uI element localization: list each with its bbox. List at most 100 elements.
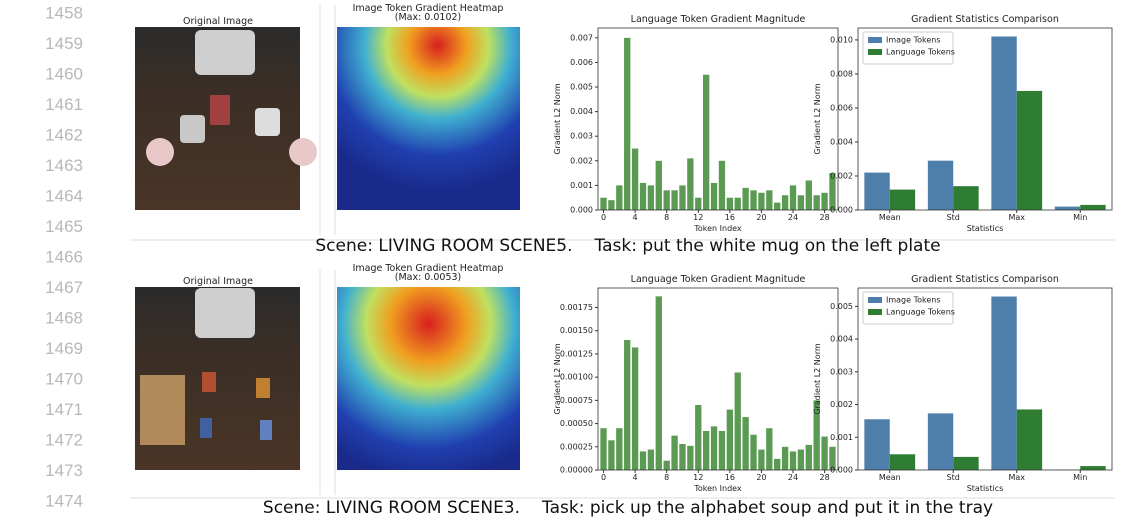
image-title: Original Image (183, 16, 253, 27)
x-tick-label: 4 (633, 213, 638, 222)
y-axis-label: Gradient L2 Norm (813, 343, 822, 414)
legend-swatch (868, 309, 882, 315)
bar (1017, 409, 1042, 470)
bar (991, 297, 1016, 470)
bar (798, 195, 804, 210)
bar (600, 198, 606, 210)
bar (719, 161, 725, 210)
x-tick-label: 16 (725, 473, 735, 482)
line-number: 1459 (45, 34, 83, 53)
line-number: 1470 (45, 369, 83, 388)
caption-task: Task: put the white mug on the left plat… (594, 236, 941, 256)
legend-label: Language Tokens (886, 308, 955, 317)
bar (750, 190, 756, 210)
x-tick-label: Std (947, 213, 960, 222)
bar (719, 431, 725, 470)
bar (671, 436, 677, 470)
bar (687, 446, 693, 470)
bar (656, 296, 662, 470)
bar (711, 183, 717, 210)
y-tick-label: 0.00125 (560, 349, 593, 358)
heatmap-image (337, 287, 520, 470)
y-tick-label: 0.002 (570, 156, 593, 165)
y-tick-label: 0.00050 (560, 419, 593, 428)
legend-swatch (868, 49, 882, 55)
line-number: 1458 (45, 3, 83, 22)
x-tick-label: 0 (601, 213, 606, 222)
line-number: 1468 (45, 308, 83, 327)
line-number: 1462 (45, 125, 83, 144)
y-tick-label: 0.001 (570, 181, 593, 190)
bar (821, 437, 827, 470)
x-tick-label: 8 (664, 473, 669, 482)
legend-swatch (868, 37, 882, 43)
heatmap-title: (Max: 0.0053) (395, 272, 462, 283)
y-tick-label: 0.005 (830, 302, 853, 311)
x-axis-label: Statistics (967, 484, 1004, 493)
bar (790, 185, 796, 210)
bar (864, 419, 889, 470)
x-tick-label: 20 (756, 213, 766, 222)
bar (727, 198, 733, 210)
bar (727, 410, 733, 470)
bar (953, 186, 978, 210)
y-tick-label: 0.00025 (560, 442, 593, 451)
y-axis-label: Gradient L2 Norm (553, 343, 562, 414)
bar (774, 459, 780, 470)
bar (703, 75, 709, 210)
y-tick-label: 0.002 (830, 171, 853, 180)
y-tick-label: 0.00100 (560, 373, 593, 382)
legend-swatch (868, 297, 882, 303)
bar (750, 435, 756, 470)
line-number: 1463 (45, 156, 83, 175)
bar (671, 190, 677, 210)
bar (766, 190, 772, 210)
y-tick-label: 0.010 (830, 35, 853, 44)
legend-label: Image Tokens (886, 296, 941, 305)
bar (742, 417, 748, 470)
x-tick-label: Mean (879, 473, 901, 482)
bar (695, 198, 701, 210)
caption: Scene: LIVING ROOM SCENE3.Task: pick up … (263, 498, 993, 518)
bar (624, 340, 630, 470)
y-tick-label: 0.003 (570, 132, 593, 141)
y-tick-label: 0.00000 (560, 466, 593, 475)
bar (742, 188, 748, 210)
x-axis-label: Token Index (693, 224, 742, 233)
legend-label: Language Tokens (886, 48, 955, 57)
bar (890, 190, 915, 210)
bar (766, 428, 772, 470)
bar (782, 447, 788, 470)
bar (632, 347, 638, 470)
y-tick-label: 0.007 (570, 33, 593, 42)
bar (782, 195, 788, 210)
y-tick-label: 0.004 (830, 137, 853, 146)
bar (1080, 466, 1105, 470)
y-tick-label: 0.003 (830, 367, 853, 376)
bar (953, 457, 978, 470)
line-number: 1466 (45, 247, 83, 266)
line-number: 1460 (45, 64, 83, 83)
heatmap-title: (Max: 0.0102) (395, 12, 462, 23)
x-tick-label: 4 (633, 473, 638, 482)
line-number: 1465 (45, 217, 83, 236)
bar (928, 161, 953, 210)
x-tick-label: Mean (879, 213, 901, 222)
y-tick-label: 0.00175 (560, 303, 593, 312)
x-axis-label: Statistics (967, 224, 1004, 233)
heatmap-image (337, 27, 520, 210)
line-number: 1473 (45, 461, 83, 480)
x-tick-label: Min (1073, 213, 1087, 222)
x-tick-label: 24 (788, 473, 798, 482)
caption-scene: Scene: LIVING ROOM SCENE3. (263, 498, 520, 518)
bar (1080, 205, 1105, 210)
x-tick-label: 16 (725, 213, 735, 222)
caption: Scene: LIVING ROOM SCENE5.Task: put the … (315, 236, 940, 256)
x-tick-label: Std (947, 473, 960, 482)
x-tick-label: 20 (756, 473, 766, 482)
bar (814, 195, 820, 210)
bar (656, 161, 662, 210)
legend-label: Image Tokens (886, 36, 941, 45)
bar (774, 203, 780, 210)
line-number: 1464 (45, 186, 83, 205)
